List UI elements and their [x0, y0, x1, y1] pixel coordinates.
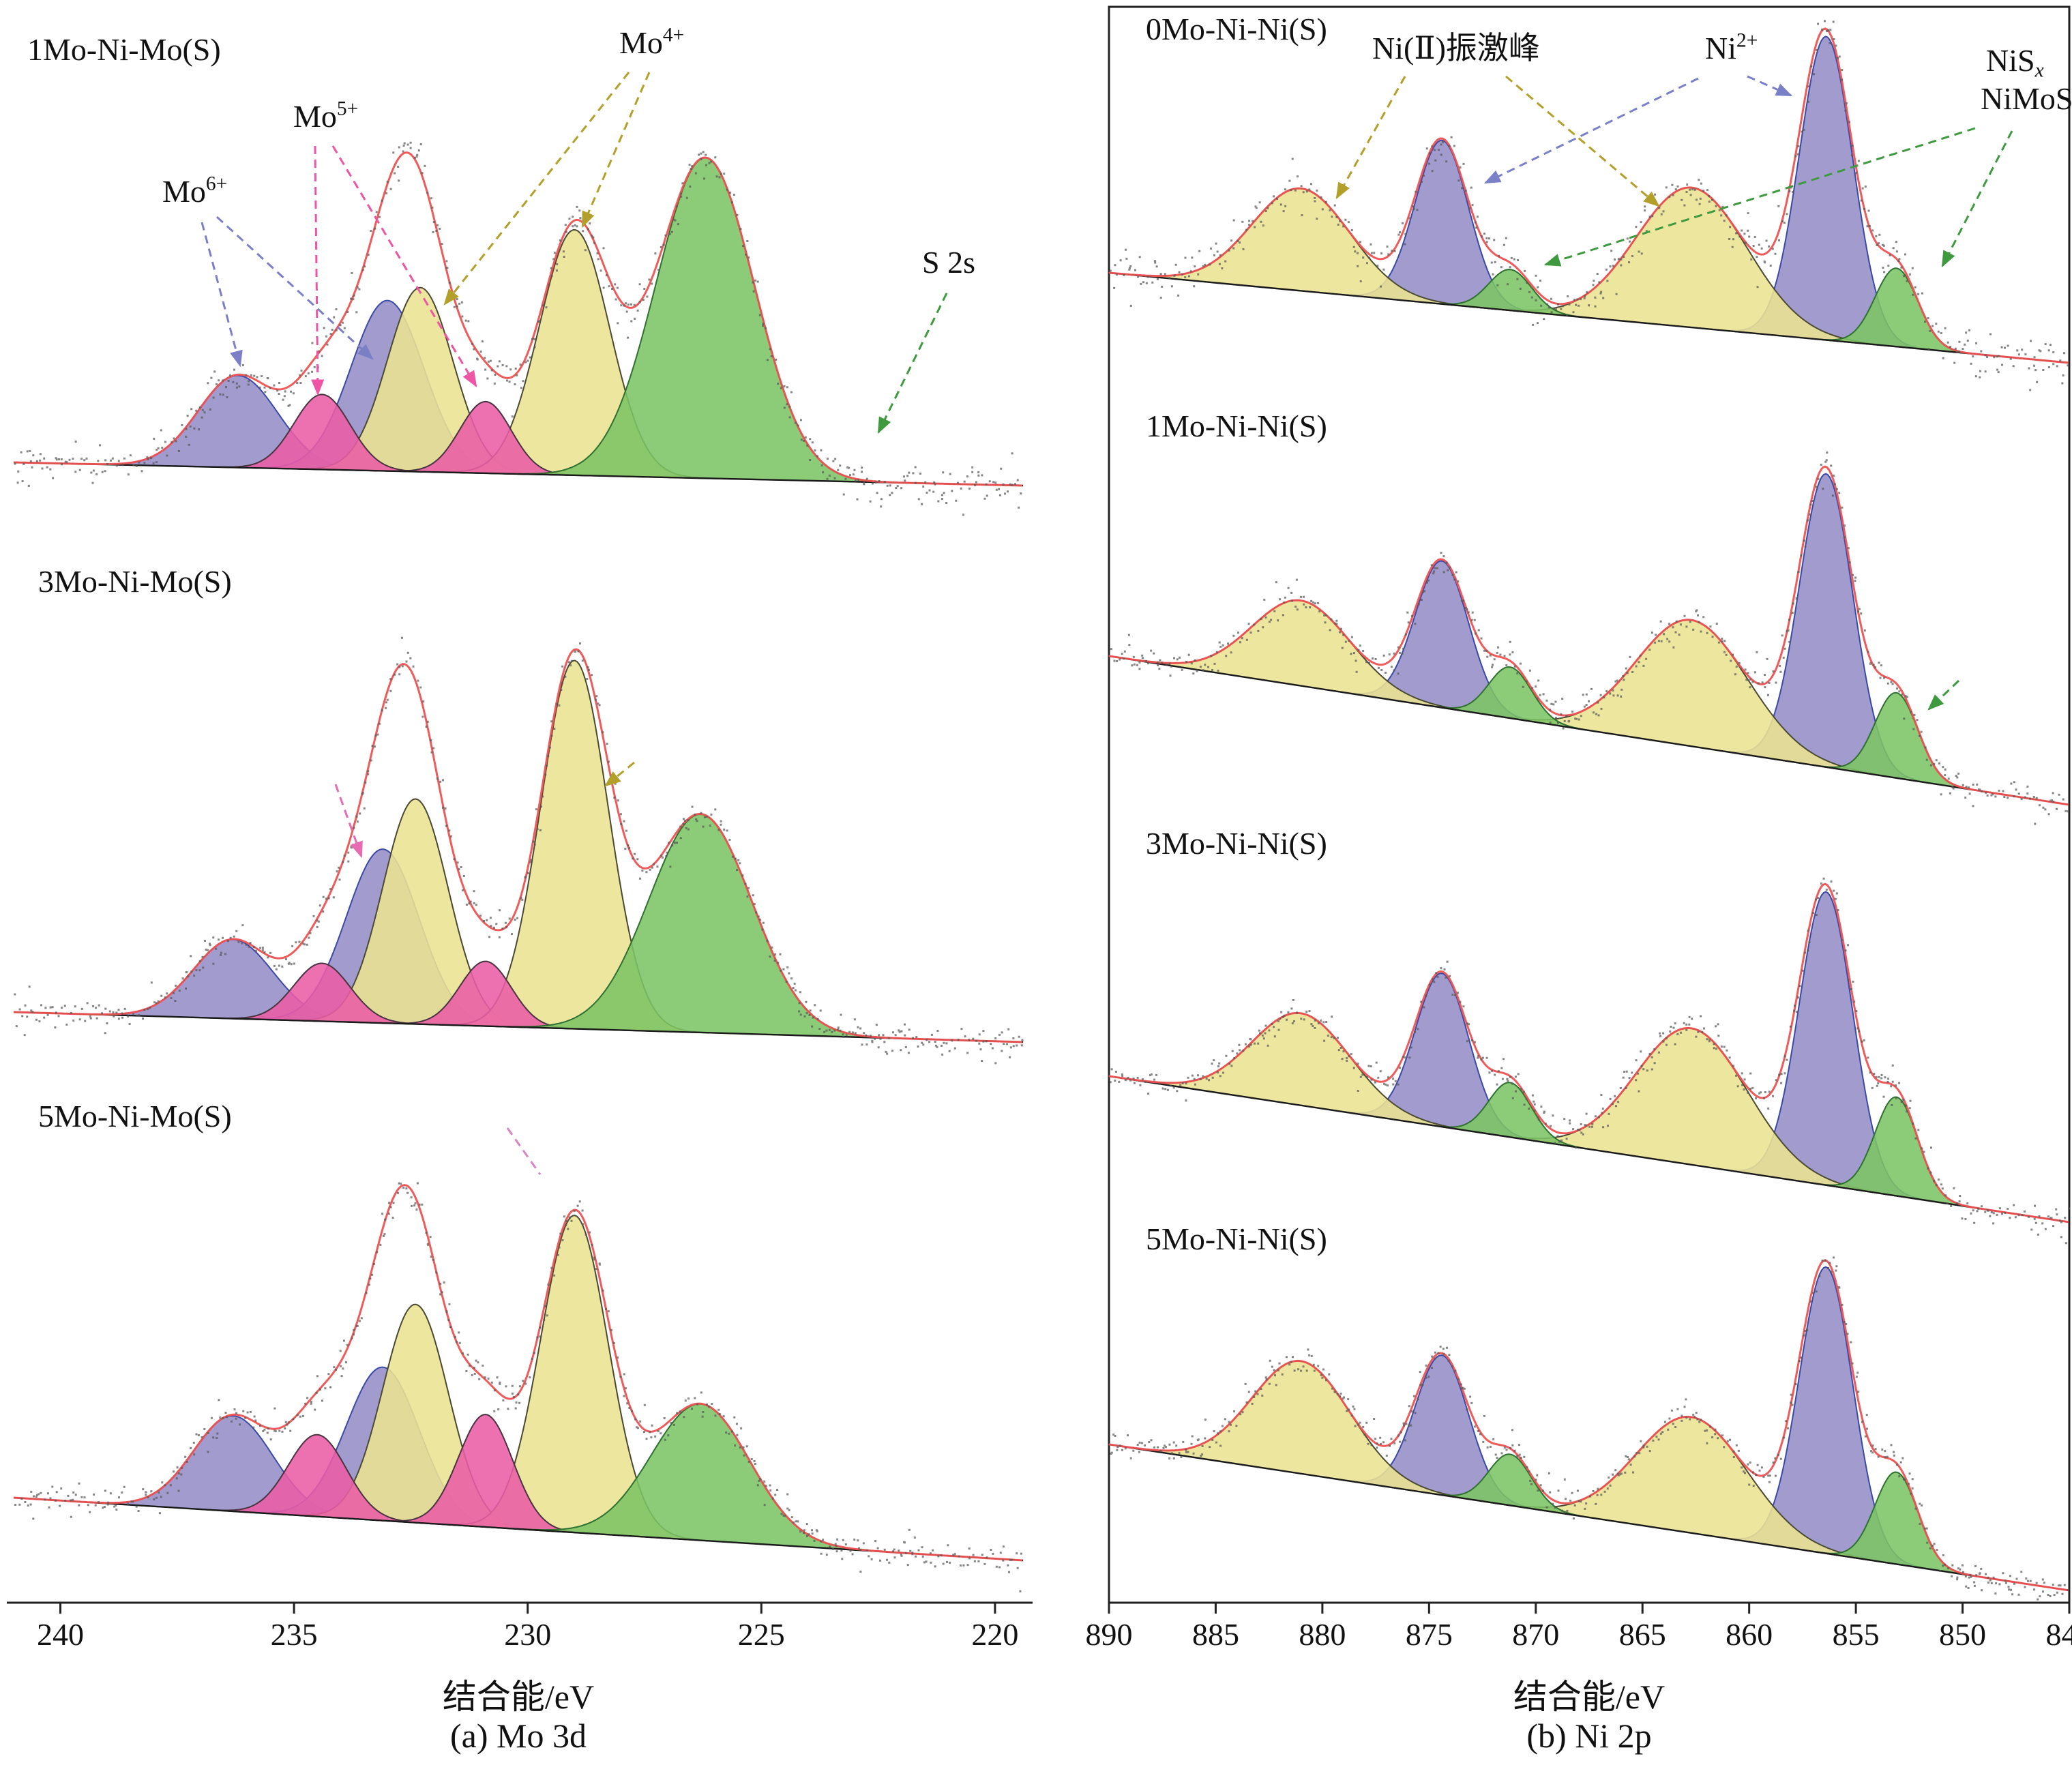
annotation: Mo6+	[162, 173, 374, 368]
svg-text:1Mo-Ni-Ni(S): 1Mo-Ni-Ni(S)	[1146, 409, 1327, 443]
svg-text:230: 230	[504, 1617, 551, 1652]
svg-text:5Mo-Ni-Mo(S): 5Mo-Ni-Mo(S)	[38, 1099, 232, 1133]
annotation-arrow-icon	[1483, 77, 1699, 184]
annotation: NiSx	[1986, 43, 2044, 81]
fit-envelope	[13, 151, 1023, 487]
annotation-dash-icon	[506, 1127, 542, 1175]
peak-Mo5+	[209, 962, 434, 1026]
svg-text:860: 860	[1726, 1617, 1773, 1652]
baseline	[1108, 1075, 2070, 1223]
panel-ni2p: 890 885 880 875 870 865 860 855 850 845 0Mo-Ni-Ni(…	[1064, 0, 2072, 1765]
annotation-arrow-icon	[581, 72, 651, 228]
annotation-arrow-icon	[1335, 76, 1406, 200]
svg-text:5Mo-Ni-Ni(S): 5Mo-Ni-Ni(S)	[1146, 1221, 1327, 1256]
svg-text:Ni2+: Ni2+	[1705, 30, 1758, 65]
svg-text:845: 845	[2046, 1617, 2072, 1652]
peak-Mo5+	[201, 1434, 434, 1525]
svg-text:3Mo-Ni-Ni(S): 3Mo-Ni-Ni(S)	[1146, 826, 1327, 861]
annotation-arrow-icon	[331, 145, 477, 388]
spectrum-0Mo-Ni-Ni(S): 0Mo-Ni-Ni(S)	[1108, 12, 2070, 391]
svg-text:Ni(Ⅱ)振激峰: Ni(Ⅱ)振激峰	[1372, 31, 1540, 65]
spectrum-1Mo-Ni-Ni(S): 1Mo-Ni-Ni(S)	[1108, 409, 2070, 825]
svg-text:240: 240	[37, 1617, 84, 1652]
svg-text:220: 220	[971, 1617, 1018, 1652]
mo3d-spectra-plot: 240 235 230 225 220 1Mo-Ni-Mo(S) 3Mo-Ni-Mo(S) 5…	[7, 25, 1033, 1652]
annotation-arrow-icon	[1747, 75, 1793, 97]
svg-text:885: 885	[1192, 1617, 1239, 1652]
baseline	[1108, 271, 2070, 364]
baseline	[13, 461, 1024, 487]
baseline	[1108, 655, 2070, 806]
spectrum-1Mo-Ni-Mo(S): 1Mo-Ni-Mo(S)	[13, 32, 1024, 516]
svg-text:Mo5+: Mo5+	[293, 98, 358, 134]
peak-NiSx/NiMoS	[1424, 666, 1596, 732]
annotation: Mo4+	[443, 25, 684, 306]
svg-text:235: 235	[271, 1617, 318, 1652]
fit-envelope	[1108, 1259, 2069, 1592]
annotation-arrow-icon	[1543, 127, 1976, 267]
svg-text:1Mo-Ni-Mo(S): 1Mo-Ni-Mo(S)	[27, 32, 221, 67]
spectrum-3Mo-Ni-Ni(S): 3Mo-Ni-Ni(S)	[1108, 826, 2071, 1245]
svg-text:870: 870	[1512, 1617, 1559, 1652]
svg-text:0Mo-Ni-Ni(S): 0Mo-Ni-Ni(S)	[1146, 12, 1327, 46]
svg-text:865: 865	[1619, 1617, 1666, 1652]
svg-text:3Mo-Ni-Mo(S): 3Mo-Ni-Mo(S)	[38, 564, 232, 599]
ni2p-caption: (b) Ni 2p	[1526, 1717, 1652, 1755]
svg-text:850: 850	[1939, 1617, 1986, 1652]
peak-NiSx/NiMoS	[1424, 1453, 1596, 1519]
panel-mo3d: 240 235 230 225 220 1Mo-Ni-Mo(S) 3Mo-Ni-Mo(S) 5…	[7, 25, 1033, 1755]
annotation-arrow-icon	[443, 72, 630, 306]
svg-text:225: 225	[738, 1617, 785, 1652]
svg-text:NiSx: NiSx	[1986, 43, 2044, 81]
spectrum-5Mo-Ni-Ni(S): 5Mo-Ni-Ni(S)	[1108, 1221, 2070, 1601]
annotation-arrow-icon	[311, 145, 325, 396]
mo3d-x-axis-label: 结合能/eV	[442, 1678, 595, 1716]
fit-envelope	[1108, 465, 2069, 806]
annotation-arrow-icon	[1941, 130, 2013, 268]
ni2p-x-axis-label: 结合能/eV	[1513, 1678, 1666, 1716]
annotation: Mo5+	[293, 98, 477, 396]
svg-text:855: 855	[1833, 1617, 1880, 1652]
annotation-arrow-icon	[201, 222, 243, 368]
baseline	[1108, 1443, 2070, 1592]
baseline	[13, 1011, 1024, 1043]
svg-text:S 2s: S 2s	[922, 245, 975, 280]
annotation-arrow-icon	[877, 293, 948, 434]
svg-text:NiMoS: NiMoS	[1981, 81, 2072, 116]
spectrum-3Mo-Ni-Mo(S): 3Mo-Ni-Mo(S)	[13, 564, 1024, 1065]
mo3d-caption: (a) Mo 3d	[450, 1717, 587, 1755]
annotation-arrow-icon	[1927, 679, 1960, 711]
ni2p-spectra-plot: 890 885 880 875 870 865 860 855 850 845 0Mo-Ni-Ni(…	[1086, 5, 2072, 1652]
svg-text:Mo4+: Mo4+	[619, 25, 684, 60]
svg-text:Mo6+: Mo6+	[162, 173, 227, 209]
svg-text:880: 880	[1299, 1617, 1346, 1652]
svg-text:875: 875	[1406, 1617, 1453, 1652]
annotation-arrow-icon	[1505, 75, 1660, 207]
fit-envelope	[13, 648, 1023, 1043]
annotation: S 2s	[877, 245, 975, 434]
svg-text:890: 890	[1086, 1617, 1133, 1652]
annotation-dash-icon	[604, 761, 635, 787]
raw-data-points	[14, 1182, 1022, 1592]
annotation: Ni(Ⅱ)振激峰	[1335, 31, 1660, 207]
annotation-arrow-icon	[216, 216, 374, 360]
fit-envelope	[1108, 27, 2069, 364]
spectrum-5Mo-Ni-Mo(S): 5Mo-Ni-Mo(S)	[13, 1099, 1024, 1592]
annotation: Ni2+	[1483, 30, 1793, 184]
annotation: NiMoS	[1543, 81, 2072, 711]
fit-envelope	[1108, 882, 2069, 1223]
